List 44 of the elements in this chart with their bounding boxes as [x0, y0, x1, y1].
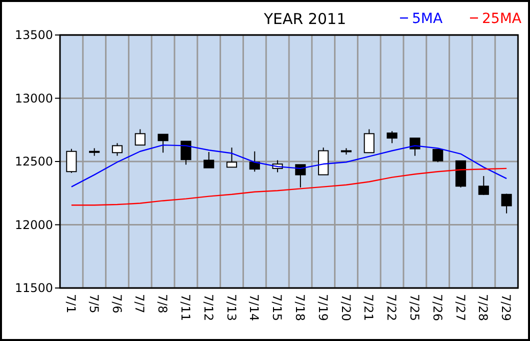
- candlestick: [364, 128, 374, 154]
- candlestick: [204, 152, 214, 168]
- line-series: [70, 168, 508, 206]
- y-tick-label: 12000: [14, 218, 53, 232]
- x-tick-label: 7/18: [292, 294, 307, 321]
- x-tick-label: 7/25: [407, 294, 422, 321]
- x-tick-label: 7/5: [86, 294, 101, 314]
- x-tick-label: 7/15: [270, 294, 284, 321]
- chart-title: YEAR 2011: [262, 10, 346, 28]
- x-tick-label: 7/26: [430, 294, 444, 321]
- candlestick: [249, 150, 260, 172]
- candlestick: [386, 130, 398, 144]
- candlestick: [226, 147, 238, 168]
- y-tick-label: 13000: [14, 91, 53, 106]
- candlestick: [112, 142, 123, 156]
- x-tick-label: 7/11: [178, 294, 192, 321]
- candlestick: [432, 148, 444, 163]
- x-tick-label: 7/20: [338, 294, 353, 321]
- candlestick: [66, 148, 77, 174]
- candlestick: [180, 140, 192, 166]
- x-tick-label: 7/21: [362, 294, 376, 321]
- x-tick-label: 7/19: [316, 294, 330, 321]
- candlestick: [478, 176, 489, 196]
- candlestick: [295, 164, 306, 188]
- x-tick-label: 7/22: [384, 294, 399, 321]
- y-tick-label: 11500: [14, 281, 53, 296]
- x-tick-label: 7/27: [453, 294, 468, 321]
- y-tick-label: 12500: [14, 154, 53, 169]
- x-tick-label: 7/29: [499, 294, 514, 321]
- x-tick-label: 7/13: [224, 294, 238, 321]
- x-tick-label: 7/28: [476, 294, 490, 321]
- x-tick-label: 7/1: [64, 294, 78, 314]
- legend-label: 5MA: [412, 11, 443, 27]
- candlestick: [158, 134, 168, 154]
- x-tick-label: 7/14: [247, 294, 262, 321]
- legend-label: 25MA: [482, 11, 522, 27]
- x-tick-label: 7/6: [110, 294, 124, 314]
- x-tick-label: 7/7: [132, 294, 147, 314]
- x-tick-label: 7/8: [156, 294, 170, 314]
- candlestick: [501, 193, 512, 214]
- y-tick-label: 13500: [14, 28, 53, 42]
- x-tick-label: 7/12: [201, 294, 216, 321]
- candlestick: [134, 128, 146, 146]
- candlestick: [410, 138, 420, 156]
